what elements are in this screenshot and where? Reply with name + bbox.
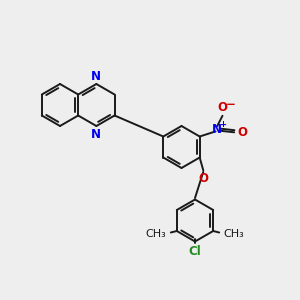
Text: O: O [238,126,248,139]
Text: O: O [198,172,208,185]
Text: O: O [218,101,227,114]
Text: CH₃: CH₃ [146,229,166,239]
Text: N: N [92,70,101,83]
Text: Cl: Cl [189,245,201,258]
Text: +: + [219,120,226,129]
Text: N: N [92,128,101,140]
Text: −: − [226,98,236,111]
Text: CH₃: CH₃ [224,229,244,239]
Text: N: N [212,123,222,136]
